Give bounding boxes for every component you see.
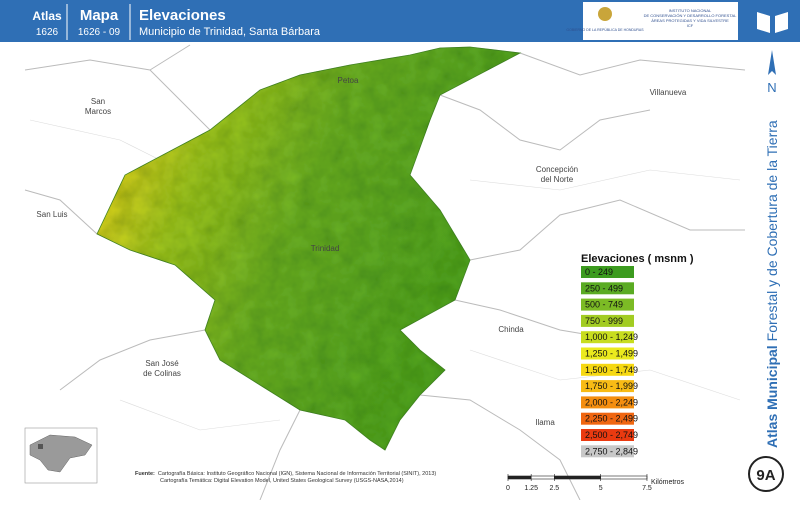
scale-segment bbox=[530, 475, 555, 480]
map-code: 1626 - 09 bbox=[78, 27, 121, 38]
scale-label: 0 bbox=[506, 485, 510, 492]
legend-swatch bbox=[581, 298, 634, 311]
legend-label: 2,500 - 2,749 bbox=[585, 430, 638, 440]
legend-label: 1,500 - 1,749 bbox=[585, 365, 638, 375]
scale-segment bbox=[600, 475, 648, 480]
place-label: San Luis bbox=[36, 210, 67, 219]
scale-segment bbox=[554, 475, 601, 480]
place-label: Chinda bbox=[498, 325, 524, 334]
legend-swatch bbox=[581, 429, 634, 441]
legend-swatch bbox=[581, 314, 634, 327]
logo-text: GOBIERNO DE LA REPÚBLICA DE HONDURAS bbox=[566, 28, 644, 32]
legend-swatch bbox=[581, 445, 634, 458]
map-subtitle: Municipio de Trinidad, Santa Bárbara bbox=[139, 26, 321, 38]
place-label: San Marcos bbox=[85, 97, 111, 116]
scale-label: 5 bbox=[599, 485, 603, 492]
legend-label: 2,750 - 2,849 bbox=[585, 446, 638, 456]
atlas-label: Atlas bbox=[32, 9, 62, 23]
legend-label: 2,000 - 2,249 bbox=[585, 397, 638, 407]
place-label: Trinidad bbox=[311, 244, 340, 253]
north-label: N bbox=[767, 80, 776, 95]
legend-swatch bbox=[581, 380, 634, 393]
scale-unit: Kilómetros bbox=[651, 479, 685, 486]
page-badge bbox=[748, 456, 784, 492]
legend-swatch bbox=[581, 396, 634, 409]
map-label: Mapa bbox=[80, 7, 119, 24]
book-icon-bg bbox=[745, 0, 800, 42]
place-label: San José de Colinas bbox=[143, 359, 181, 378]
boundaries bbox=[24, 44, 746, 501]
scale-label: 2.5 bbox=[549, 485, 559, 492]
logo-text: INSTITUTO NACIONAL DE CONSERVACIÓN Y DESA… bbox=[644, 8, 738, 28]
atlas-vertical-title: Atlas MunicipalForestal y de Cobertura d… bbox=[764, 120, 780, 448]
place-label: Petoa bbox=[338, 76, 359, 85]
book-icon bbox=[757, 12, 788, 33]
legend-label: 0 - 249 bbox=[585, 267, 613, 277]
place-label: Concepción del Norte bbox=[536, 165, 578, 184]
scale-label: 1.25 bbox=[524, 485, 538, 492]
scale-segment bbox=[507, 475, 532, 480]
inset-country bbox=[29, 434, 93, 473]
source-text: Fuente: Cartografía Básica: Instituto Geo… bbox=[135, 471, 436, 484]
legend-swatch bbox=[581, 282, 634, 295]
place-label: Ilama bbox=[535, 418, 555, 427]
legend-label: 750 - 999 bbox=[585, 316, 623, 326]
legend-label: 500 - 749 bbox=[585, 300, 623, 310]
legend-swatch bbox=[581, 363, 634, 376]
legend-label: 1,250 - 1,499 bbox=[585, 349, 638, 359]
legend-title: Elevaciones ( msnm ) bbox=[581, 253, 694, 265]
legend-swatch bbox=[581, 412, 634, 425]
page-number: 9A bbox=[756, 467, 775, 484]
emblem bbox=[598, 7, 612, 21]
atlas-code: 1626 bbox=[36, 27, 59, 38]
legend-swatch bbox=[581, 347, 634, 360]
legend-label: 1,750 - 1,999 bbox=[585, 381, 638, 391]
legend-swatch bbox=[581, 331, 634, 344]
municipality-elevation bbox=[96, 46, 522, 451]
scale-label: 7.5 bbox=[642, 485, 652, 492]
north-arrow bbox=[768, 50, 776, 75]
place-label: Villanueva bbox=[650, 88, 687, 97]
map-title: Elevaciones bbox=[139, 7, 226, 24]
legend-label: 1,000 - 1,249 bbox=[585, 332, 638, 342]
legend-label: 250 - 499 bbox=[585, 283, 623, 293]
inset-highlight bbox=[38, 444, 43, 449]
legend-label: 2,250 - 2,499 bbox=[585, 414, 638, 424]
legend-swatch bbox=[581, 266, 634, 278]
